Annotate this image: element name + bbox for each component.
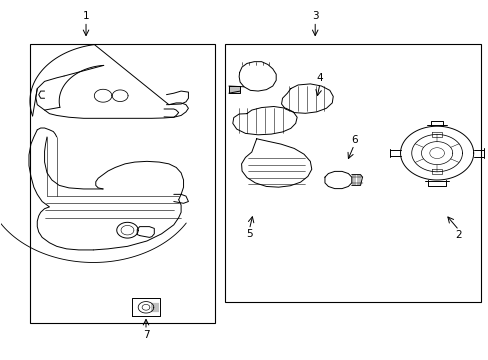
Text: 6: 6 (350, 135, 357, 145)
Bar (30, 44, 215, 323)
Text: 2: 2 (455, 230, 462, 240)
Text: 1: 1 (82, 12, 89, 22)
Text: 4: 4 (316, 73, 323, 83)
Bar (224, 44, 480, 302)
Text: 3: 3 (311, 12, 318, 22)
Text: 7: 7 (142, 330, 149, 340)
Text: 5: 5 (245, 229, 252, 239)
